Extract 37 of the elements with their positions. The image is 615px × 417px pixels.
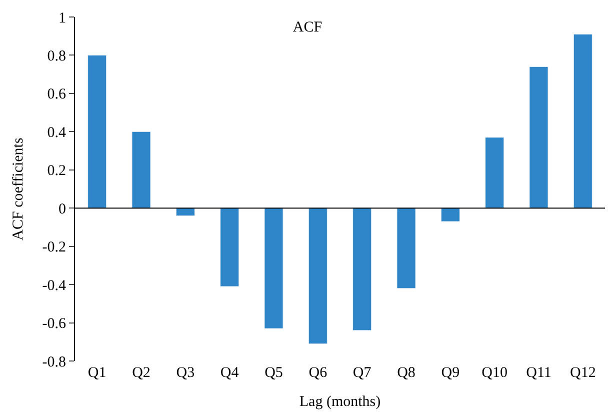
bar [529,66,548,208]
y-tick-label: -0.2 [42,240,66,256]
bar [308,208,328,344]
bar [573,34,592,208]
x-tick-label: Q5 [264,365,283,381]
y-tick-label: 0.2 [47,163,66,180]
x-tick-label: Q10 [482,365,508,381]
y-axis-title: ACF coefficients [10,138,26,240]
bar [485,137,504,208]
bar [176,208,195,216]
y-tick-label: 1 [58,10,66,26]
bar [88,54,107,208]
chart-title: ACF [292,19,322,36]
x-tick-label: Q6 [308,365,328,381]
x-tick-label: Q1 [88,365,106,381]
bar [440,208,460,222]
x-tick-label: Q11 [526,365,552,381]
y-tick-label: 0.8 [47,48,66,64]
y-tick-label: -0.4 [42,278,66,294]
y-tick-label: -0.8 [42,354,66,370]
x-tick-label: Q12 [570,365,596,381]
y-tick-label: -0.6 [42,316,66,332]
x-axis-title: Lag (months) [299,394,381,410]
x-tick-label: Q9 [441,365,460,381]
x-tick-label: Q8 [397,365,416,381]
x-tick-label: Q7 [352,365,372,381]
bar [264,208,284,329]
y-tick-label: 0.4 [47,124,66,141]
bar [352,208,372,331]
bar [220,208,240,287]
y-tick-label: 0.6 [47,86,66,103]
x-tick-label: Q2 [132,365,150,381]
x-tick-label: Q3 [176,365,195,381]
bar [396,208,416,289]
x-tick-label: Q4 [220,365,240,381]
bar [132,131,151,208]
y-tick-label: 0 [58,201,66,218]
